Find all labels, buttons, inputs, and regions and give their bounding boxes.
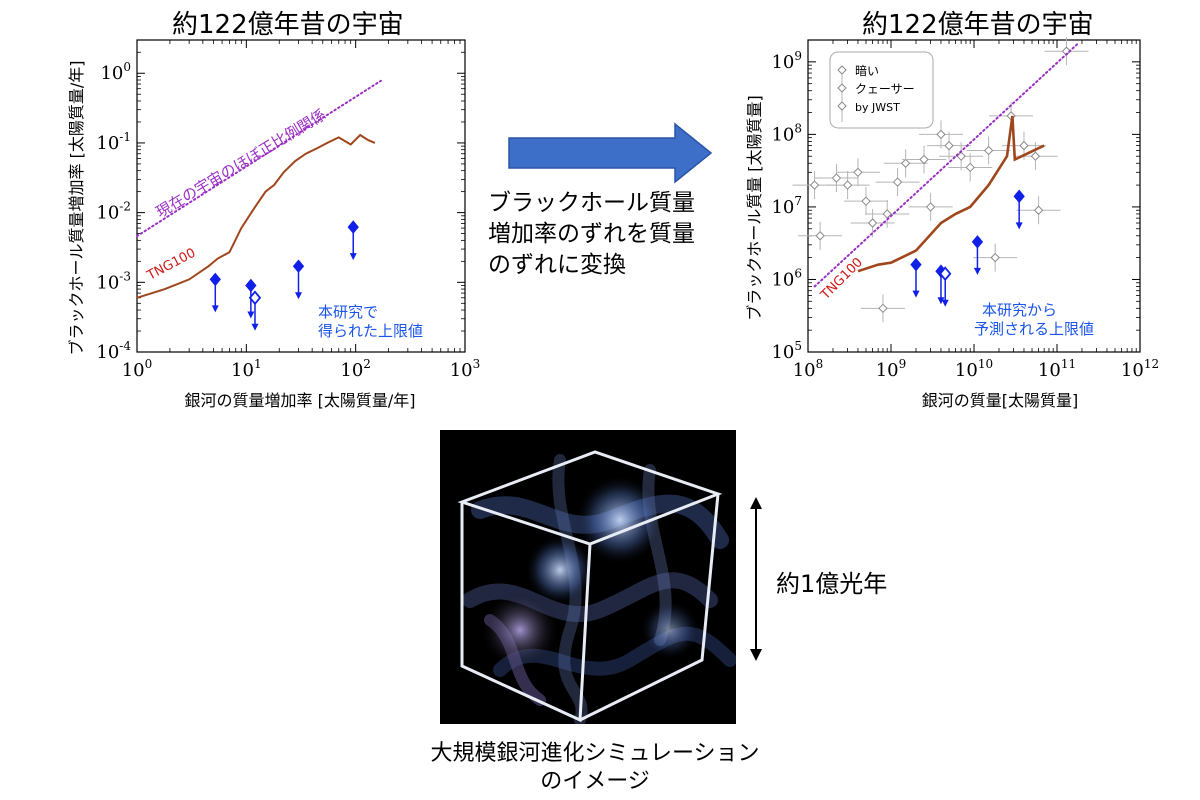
quasar-point <box>809 180 820 190</box>
legend-entry-jwst: by JWST <box>855 101 900 114</box>
left-upper-limit-arrowhead <box>247 311 255 319</box>
left-y-tick-label: 100 <box>100 60 131 84</box>
left-y-tick-label: 10-1 <box>96 130 131 154</box>
quasar-point <box>1030 151 1041 161</box>
left-tng100-line <box>136 133 376 299</box>
left-y-tick-label: 10-3 <box>96 269 131 293</box>
legend-entry-dim: 暗い <box>855 63 879 78</box>
right-upper-limit-point <box>939 266 952 282</box>
quasar-point <box>983 145 994 156</box>
explanation-line-2: 増加率のずれを質量 <box>488 221 695 247</box>
left-upper-limit-point <box>245 278 257 293</box>
right-upper-limit-arrowhead <box>912 290 920 298</box>
simulation-caption: 大規模銀河進化シミュレーション のイメージ <box>380 740 810 796</box>
left-upper-limit-arrowhead <box>349 253 357 261</box>
left-plot-frame <box>136 39 466 353</box>
right-y-tick-label: 106 <box>771 266 802 290</box>
right-legend-box <box>829 51 934 129</box>
right-relation-line <box>813 42 1080 288</box>
left-upper-limit-arrowhead <box>211 305 219 313</box>
quasar-point <box>861 196 871 206</box>
right-y-axis-label: ブラックホール質量 [太陽質量] <box>745 95 764 321</box>
simulation-cube-image <box>440 430 736 724</box>
quasar-point <box>1019 140 1029 151</box>
left-chart: 銀河の質量増加率 [太陽質量/年] ブラックホール質量増加率 [太陽質量/年] … <box>67 39 481 410</box>
explanation-line-3: のずれに変換 <box>488 252 626 278</box>
right-chart-title: 約122億年昔の宇宙 <box>862 10 1094 40</box>
left-y-tick-label: 10-2 <box>96 200 131 224</box>
caption-line-1: 大規模銀河進化シミュレーション <box>430 741 760 766</box>
left-x-tick-label: 102 <box>340 357 371 381</box>
right-upper-limit-arrowhead <box>941 299 949 307</box>
left-limits-label: 得られた上限値 <box>318 322 423 340</box>
right-limits-label: 本研究から <box>982 301 1057 319</box>
right-x-tick-label: 1011 <box>1038 357 1076 381</box>
quasar-point <box>900 158 911 168</box>
right-upper-limit-arrowhead <box>937 297 945 305</box>
left-upper-limit-arrowhead <box>251 323 259 331</box>
left-x-axis-label: 銀河の質量増加率 [太陽質量/年] <box>185 391 416 410</box>
explanation-line-1: ブラックホール質量 <box>488 190 695 216</box>
left-x-tick-label: 101 <box>231 357 262 381</box>
quasar-point <box>1033 205 1044 215</box>
left-upper-limit-arrowhead <box>294 292 302 300</box>
left-y-tick-label: 10-4 <box>96 339 131 363</box>
cube-wireframe <box>457 450 723 723</box>
quasar-point <box>925 202 936 212</box>
conversion-explanation: ブラックホール質量 増加率のずれを質量 のずれに変換 <box>488 188 695 281</box>
right-y-tick-label: 105 <box>771 339 802 363</box>
left-chart-title: 約122億年昔の宇宙 <box>172 10 404 40</box>
transform-arrow <box>508 122 713 184</box>
right-y-tick-label: 108 <box>771 121 802 145</box>
right-x-tick-label: 108 <box>793 357 824 381</box>
scale-arrow <box>750 497 762 661</box>
left-relation-label: 現在の宇宙のほぼ正比例関係 <box>153 106 329 222</box>
right-chart: 銀河の質量[太陽質量] ブラックホール質量 [太陽質量] 108 109 1010 1… <box>745 37 1159 410</box>
legend-entry-quasar: クェーサー <box>855 82 915 96</box>
quasar-point <box>831 173 842 183</box>
legend-marker <box>837 65 847 75</box>
quasar-point <box>919 154 929 165</box>
left-relation-line <box>136 79 382 238</box>
quasar-point <box>990 252 1000 263</box>
right-x-tick-label: 109 <box>876 357 907 381</box>
right-upper-limit-arrowhead <box>1015 222 1023 230</box>
right-upper-limit-point <box>910 257 922 272</box>
quasar-point <box>853 167 863 178</box>
left-upper-limit-point <box>347 220 359 234</box>
right-x-axis-label: 銀河の質量[太陽質量] <box>922 391 1079 410</box>
right-x-tick-label: 1012 <box>1121 357 1159 381</box>
legend-marker <box>837 83 847 93</box>
right-upper-limit-arrowhead <box>973 267 981 275</box>
right-upper-limit-point <box>971 235 984 249</box>
quasar-point <box>944 140 954 151</box>
quasar-point <box>965 162 975 173</box>
quasar-point <box>936 129 946 140</box>
right-tng100-line <box>857 115 1045 273</box>
quasar-point <box>842 180 853 190</box>
left-x-tick-label: 100 <box>122 357 153 381</box>
right-limits-label: 予測される上限値 <box>974 320 1094 338</box>
quasar-point <box>892 177 903 187</box>
legend-marker <box>837 101 847 111</box>
left-upper-limit-point <box>209 272 221 287</box>
quasar-point <box>867 218 878 228</box>
quasar-point <box>878 303 888 314</box>
left-upper-limit-point <box>248 290 262 306</box>
left-limits-label: 本研究で <box>318 303 378 321</box>
quasar-point <box>882 209 892 219</box>
right-x-tick-label: 1010 <box>955 357 993 381</box>
quasar-point <box>815 231 825 241</box>
right-arrow-icon <box>508 122 713 184</box>
left-y-axis-label: ブラックホール質量増加率 [太陽質量/年] <box>67 61 86 356</box>
right-y-tick-label: 109 <box>771 49 802 73</box>
right-y-tick-label: 107 <box>771 194 802 218</box>
scale-label: 約1億光年 <box>776 570 888 598</box>
caption-line-2: のイメージ <box>540 769 650 794</box>
left-upper-limit-point <box>292 259 305 274</box>
right-upper-limit-point <box>1013 189 1025 204</box>
left-x-tick-label: 103 <box>450 357 481 381</box>
